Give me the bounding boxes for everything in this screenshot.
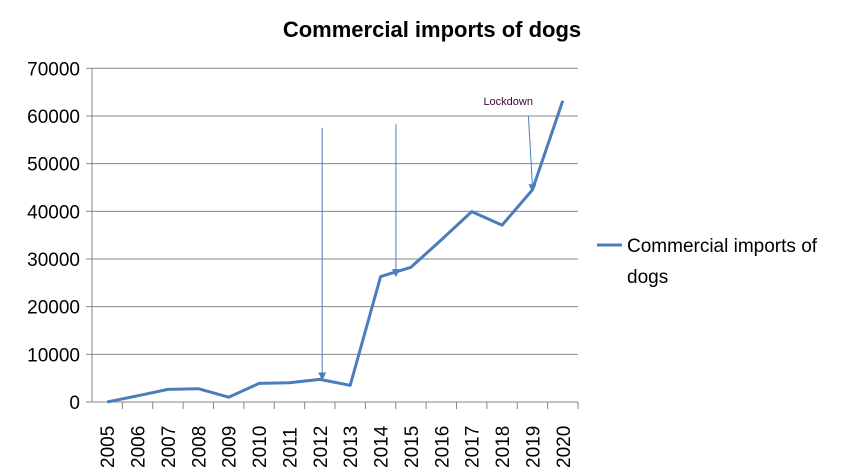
x-tick-label: 2005 [98,426,119,468]
y-tick-labels: 0 10000 20000 30000 40000 50000 60000 70000 [27,59,80,414]
x-tick-label: 2019 [523,426,544,468]
annotation-label: Lockdown [483,96,533,108]
y-tick-label: 0 [69,393,80,414]
gridlines [92,67,578,355]
x-tick-label: 2014 [372,425,393,468]
x-tick-label: 2010 [250,426,271,468]
chart-title: Commercial imports of dogs [283,17,581,42]
arrowhead-icon [528,184,537,193]
series-line [106,100,565,404]
annotation-arrow [527,115,533,187]
legend-label-line2: dogs [627,267,668,288]
legend: Commercial imports of dogs [597,236,818,288]
y-tick-label: 50000 [27,155,80,176]
x-tick-label: 2009 [220,426,241,468]
x-tick-label: 2011 [280,427,301,468]
axes [86,67,579,409]
y-tick-label: 30000 [27,250,80,271]
x-tick-label: 2015 [402,426,423,468]
y-tick-label: 70000 [27,59,80,80]
x-tick-labels: 2005 2006 2007 2008 2009 2010 2011 2012 2013 2014… [98,425,575,468]
x-tick-label: 2013 [341,426,362,468]
x-tick-label: 2016 [432,426,453,468]
x-tick-label: 2008 [189,426,210,468]
x-tick-label: 2018 [493,426,514,468]
y-tick-label: 10000 [27,345,80,366]
annotations: Lockdown [318,96,537,381]
y-tick-label: 60000 [27,107,80,128]
x-tick-label: 2017 [463,426,484,468]
legend-label-line1: Commercial imports of [627,236,818,257]
x-tick-label: 2020 [554,426,575,468]
series [106,100,565,404]
x-tick-label: 2012 [311,426,332,468]
x-tick-label: 2007 [159,426,180,468]
arrowhead-icon [391,269,400,278]
y-tick-label: 20000 [27,298,80,319]
x-tick-label: 2006 [129,426,150,468]
y-tick-label: 40000 [27,202,80,223]
arrowhead-icon [318,372,327,381]
